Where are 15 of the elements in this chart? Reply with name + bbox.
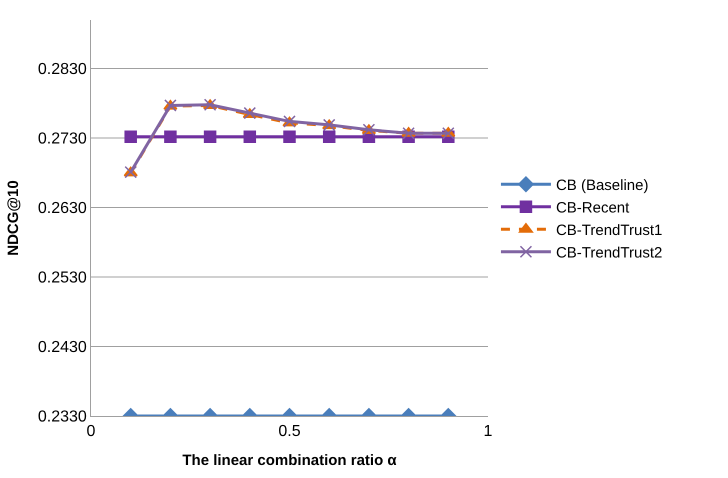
legend-label: CB-TrendTrust1	[556, 222, 662, 240]
x-tick-label: 0	[86, 423, 96, 440]
x-tick-label: 0.5	[278, 423, 301, 440]
x-axis-title: The linear combination ratio α	[182, 452, 398, 470]
y-tick-label: 0.2630	[38, 200, 87, 218]
legend-label: CB (Baseline)	[556, 177, 648, 194]
legend-label: CB-TrendTrust2	[556, 244, 662, 262]
legend-label: CB-Recent	[556, 200, 630, 217]
y-tick-label: 0.2330	[38, 408, 87, 426]
y-tick-label: 0.2430	[38, 339, 87, 356]
y-tick-label: 0.2530	[38, 270, 87, 287]
y-axis-title: NDCG@10	[5, 180, 22, 256]
x-tick-label: 1	[484, 423, 493, 440]
y-tick-label: 0.2830	[38, 61, 87, 78]
y-tick-label: 0.2730	[38, 130, 87, 148]
